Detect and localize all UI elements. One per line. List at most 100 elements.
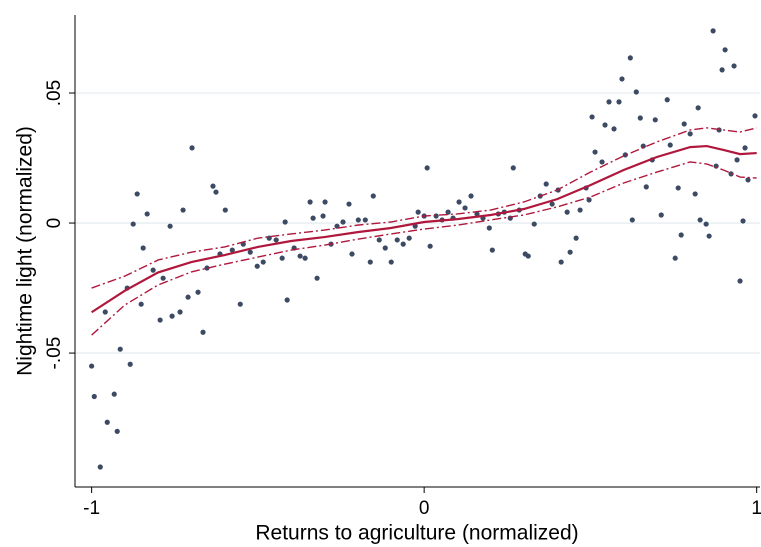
x-tick-label: -1 xyxy=(83,498,100,519)
point xyxy=(606,99,612,105)
point xyxy=(362,217,368,223)
point xyxy=(180,207,186,213)
point xyxy=(282,219,288,225)
point xyxy=(627,55,633,61)
point xyxy=(210,183,216,189)
point xyxy=(619,76,625,82)
point xyxy=(222,207,228,213)
point xyxy=(200,329,206,335)
point xyxy=(719,67,725,73)
point xyxy=(302,255,308,261)
y-tick-label: -.05 xyxy=(44,337,65,370)
point xyxy=(687,131,693,137)
ci-line xyxy=(91,161,757,336)
point xyxy=(229,247,235,253)
point xyxy=(697,217,703,223)
point xyxy=(400,241,406,247)
point xyxy=(114,428,120,434)
x-tick-label: 1 xyxy=(751,498,761,519)
point xyxy=(310,215,316,221)
point xyxy=(177,309,183,315)
point xyxy=(427,243,433,249)
point xyxy=(150,267,156,273)
point xyxy=(525,253,531,259)
point xyxy=(722,47,728,53)
point xyxy=(637,115,643,121)
ci-line xyxy=(91,127,757,289)
point xyxy=(592,149,598,155)
point xyxy=(643,184,649,190)
point xyxy=(710,28,716,34)
point xyxy=(307,199,313,205)
point xyxy=(489,247,495,253)
point xyxy=(564,209,570,215)
point xyxy=(138,301,144,307)
x-tick-label: 0 xyxy=(419,498,430,519)
point xyxy=(314,275,320,281)
point xyxy=(297,253,303,259)
point xyxy=(567,249,573,255)
point xyxy=(611,126,617,132)
point xyxy=(91,393,97,400)
point xyxy=(189,145,195,151)
point xyxy=(117,346,123,352)
point xyxy=(144,211,150,217)
point xyxy=(672,255,678,261)
point xyxy=(703,221,709,227)
point xyxy=(284,297,290,303)
point xyxy=(468,193,474,199)
point xyxy=(346,201,352,207)
point xyxy=(140,245,146,251)
point xyxy=(367,259,373,265)
point xyxy=(254,263,260,269)
point xyxy=(382,245,388,251)
point xyxy=(586,197,592,203)
point xyxy=(167,223,173,229)
point xyxy=(602,122,608,128)
point xyxy=(573,235,579,241)
point xyxy=(322,199,328,205)
y-tick-label: 0 xyxy=(44,218,65,229)
point xyxy=(157,317,163,323)
point xyxy=(731,63,737,69)
point xyxy=(678,232,684,238)
point xyxy=(376,237,382,243)
point xyxy=(160,275,166,281)
point xyxy=(728,171,734,177)
fit-line xyxy=(91,144,757,314)
point xyxy=(169,313,175,319)
point xyxy=(340,219,346,225)
point xyxy=(737,278,743,284)
point xyxy=(589,114,595,120)
point xyxy=(370,193,376,199)
point xyxy=(134,191,140,197)
point xyxy=(97,464,103,470)
point xyxy=(279,255,285,261)
point xyxy=(388,259,394,265)
point xyxy=(195,289,201,295)
point xyxy=(320,213,326,219)
point xyxy=(406,235,412,241)
point xyxy=(111,391,117,397)
point xyxy=(745,177,751,183)
point xyxy=(456,199,462,205)
point xyxy=(89,363,95,369)
point xyxy=(681,121,687,127)
point xyxy=(675,185,681,191)
point xyxy=(237,301,243,307)
point xyxy=(273,237,279,243)
point xyxy=(734,157,740,163)
point xyxy=(616,99,622,105)
y-tick-label: .05 xyxy=(44,80,65,106)
point xyxy=(640,143,646,149)
point xyxy=(740,218,746,224)
point xyxy=(486,225,492,231)
point xyxy=(127,361,133,367)
point xyxy=(658,212,664,218)
point xyxy=(599,159,605,165)
point xyxy=(695,105,701,111)
point xyxy=(652,117,658,123)
point xyxy=(510,165,516,171)
